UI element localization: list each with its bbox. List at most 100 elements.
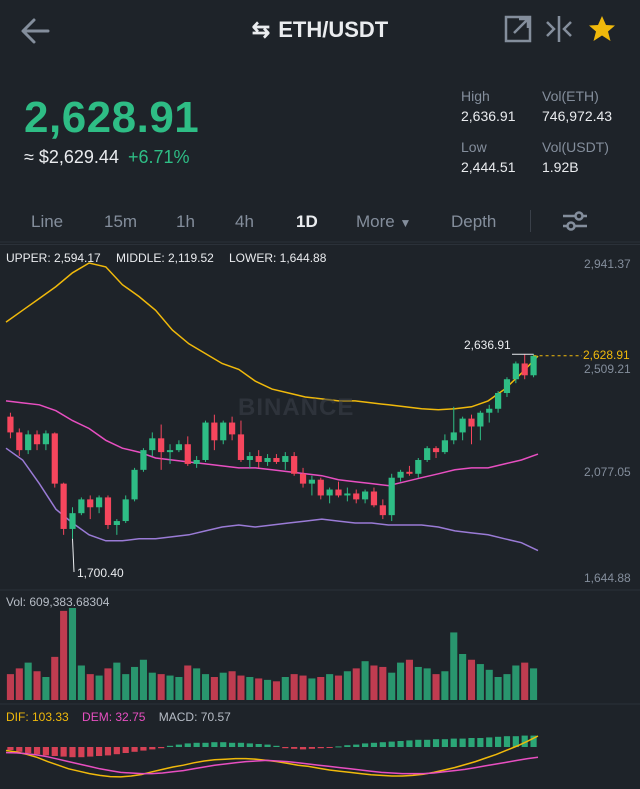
volume-bar <box>334 675 343 700</box>
candle-body <box>326 489 333 496</box>
macd-bar <box>246 743 253 747</box>
volume-bar <box>405 659 413 700</box>
candle-body <box>42 433 50 445</box>
volume-bar <box>299 675 307 700</box>
indicator-settings-icon[interactable] <box>560 206 590 236</box>
boll-middle-line <box>5 400 539 487</box>
pair-label: ETH/USDT <box>278 17 389 42</box>
candle-body <box>60 483 67 529</box>
macd-bar <box>299 747 307 750</box>
volume-bar <box>210 677 218 700</box>
volume-bar <box>193 668 201 700</box>
macd-bar <box>486 737 493 747</box>
axis-price-3: 2,077.05 <box>584 465 631 479</box>
volume-bar <box>343 671 351 700</box>
candle-body <box>273 458 280 462</box>
candle-body <box>335 489 342 496</box>
volume-bar <box>6 674 14 700</box>
volume-bar <box>228 671 236 700</box>
volume-bar <box>503 674 511 700</box>
volume-bar <box>77 665 85 700</box>
candle-body <box>184 444 191 464</box>
candle-body <box>264 458 271 462</box>
macd-bar <box>60 747 67 757</box>
price-sub: ≈ $2,629.44 +6.71% <box>24 147 199 168</box>
tab-more[interactable]: More ▼ <box>356 212 411 232</box>
tab-depth[interactable]: Depth <box>451 212 497 231</box>
macd-bar <box>122 747 129 753</box>
volume-bar <box>272 681 280 700</box>
dif-label: DIF: 103.33 <box>6 710 69 724</box>
share-icon[interactable] <box>503 14 533 44</box>
macd-bar <box>503 736 511 747</box>
stat-low: Low 2,444.51 <box>461 139 516 175</box>
volume-bar <box>95 675 103 700</box>
macd-bar <box>264 744 271 747</box>
volume-bar <box>290 674 298 700</box>
macd-bar <box>521 735 528 747</box>
volume-bar <box>131 666 139 700</box>
macd-bar <box>317 747 324 749</box>
candle-body <box>149 438 156 451</box>
candle-body <box>308 479 316 484</box>
candle-body <box>468 418 475 427</box>
macd-bar <box>370 742 378 747</box>
macd-bar <box>51 747 58 756</box>
candle-body <box>459 418 466 433</box>
macd-bar <box>113 747 120 755</box>
stat-vol-quote-value: 1.92B <box>542 159 579 175</box>
candle-body <box>95 497 103 508</box>
macd-bar <box>379 742 386 747</box>
axis-price-2: 2,509.21 <box>584 362 631 376</box>
volume-bar <box>476 664 484 700</box>
macd-bar <box>78 747 85 758</box>
back-arrow-icon[interactable] <box>18 14 52 48</box>
tab-1d[interactable]: 1D <box>296 212 318 231</box>
macd-bar <box>140 747 147 751</box>
candle-body <box>317 479 324 496</box>
candle-body <box>131 469 138 500</box>
axis-price-4: 1,644.88 <box>584 571 631 585</box>
volume-bar <box>219 672 227 700</box>
volume-bar <box>122 674 130 700</box>
macd-bar <box>211 742 218 747</box>
macd-bar <box>95 747 103 756</box>
candle-body <box>33 434 41 445</box>
tab-line[interactable]: Line <box>31 212 64 231</box>
tab-15m[interactable]: 15m <box>104 212 138 231</box>
volume-bar <box>530 668 538 700</box>
candle-body <box>202 422 209 460</box>
candle-body <box>220 422 227 441</box>
candle-body <box>246 456 253 460</box>
star-icon[interactable] <box>587 14 617 44</box>
last-price: 2,628.91 <box>24 93 200 142</box>
compare-icon[interactable] <box>544 14 574 44</box>
volume-bar <box>459 654 467 700</box>
candle-body <box>16 432 23 451</box>
macd-bar <box>149 747 156 750</box>
macd-bar <box>25 747 32 753</box>
volume-bar <box>157 674 165 700</box>
boll-middle-label: MIDDLE: 2,119.52 <box>116 251 214 265</box>
candle-body <box>158 438 165 453</box>
candle-body <box>530 355 537 376</box>
candle-body <box>87 499 94 508</box>
pair-title[interactable]: ⇆ ETH/USDT <box>0 17 640 43</box>
tab-4h[interactable]: 4h <box>235 212 254 231</box>
price-block: 2,628.91 ≈ $2,629.44 +6.71% <box>24 93 199 168</box>
macd-bar <box>468 738 475 747</box>
macd-bar <box>353 744 360 747</box>
macd-bar <box>282 747 289 749</box>
volume-bar <box>86 674 94 700</box>
tab-1h[interactable]: 1h <box>176 212 195 231</box>
volume-bar <box>397 662 405 700</box>
macd-bar <box>459 738 466 747</box>
volume-bar <box>414 666 422 700</box>
macd-bar <box>273 745 280 747</box>
stat-vol-base-label: Vol(ETH) <box>542 88 599 104</box>
macd-bar <box>450 738 457 747</box>
candle-body <box>211 422 218 441</box>
candle-body <box>140 450 147 470</box>
candle-body <box>299 473 307 484</box>
